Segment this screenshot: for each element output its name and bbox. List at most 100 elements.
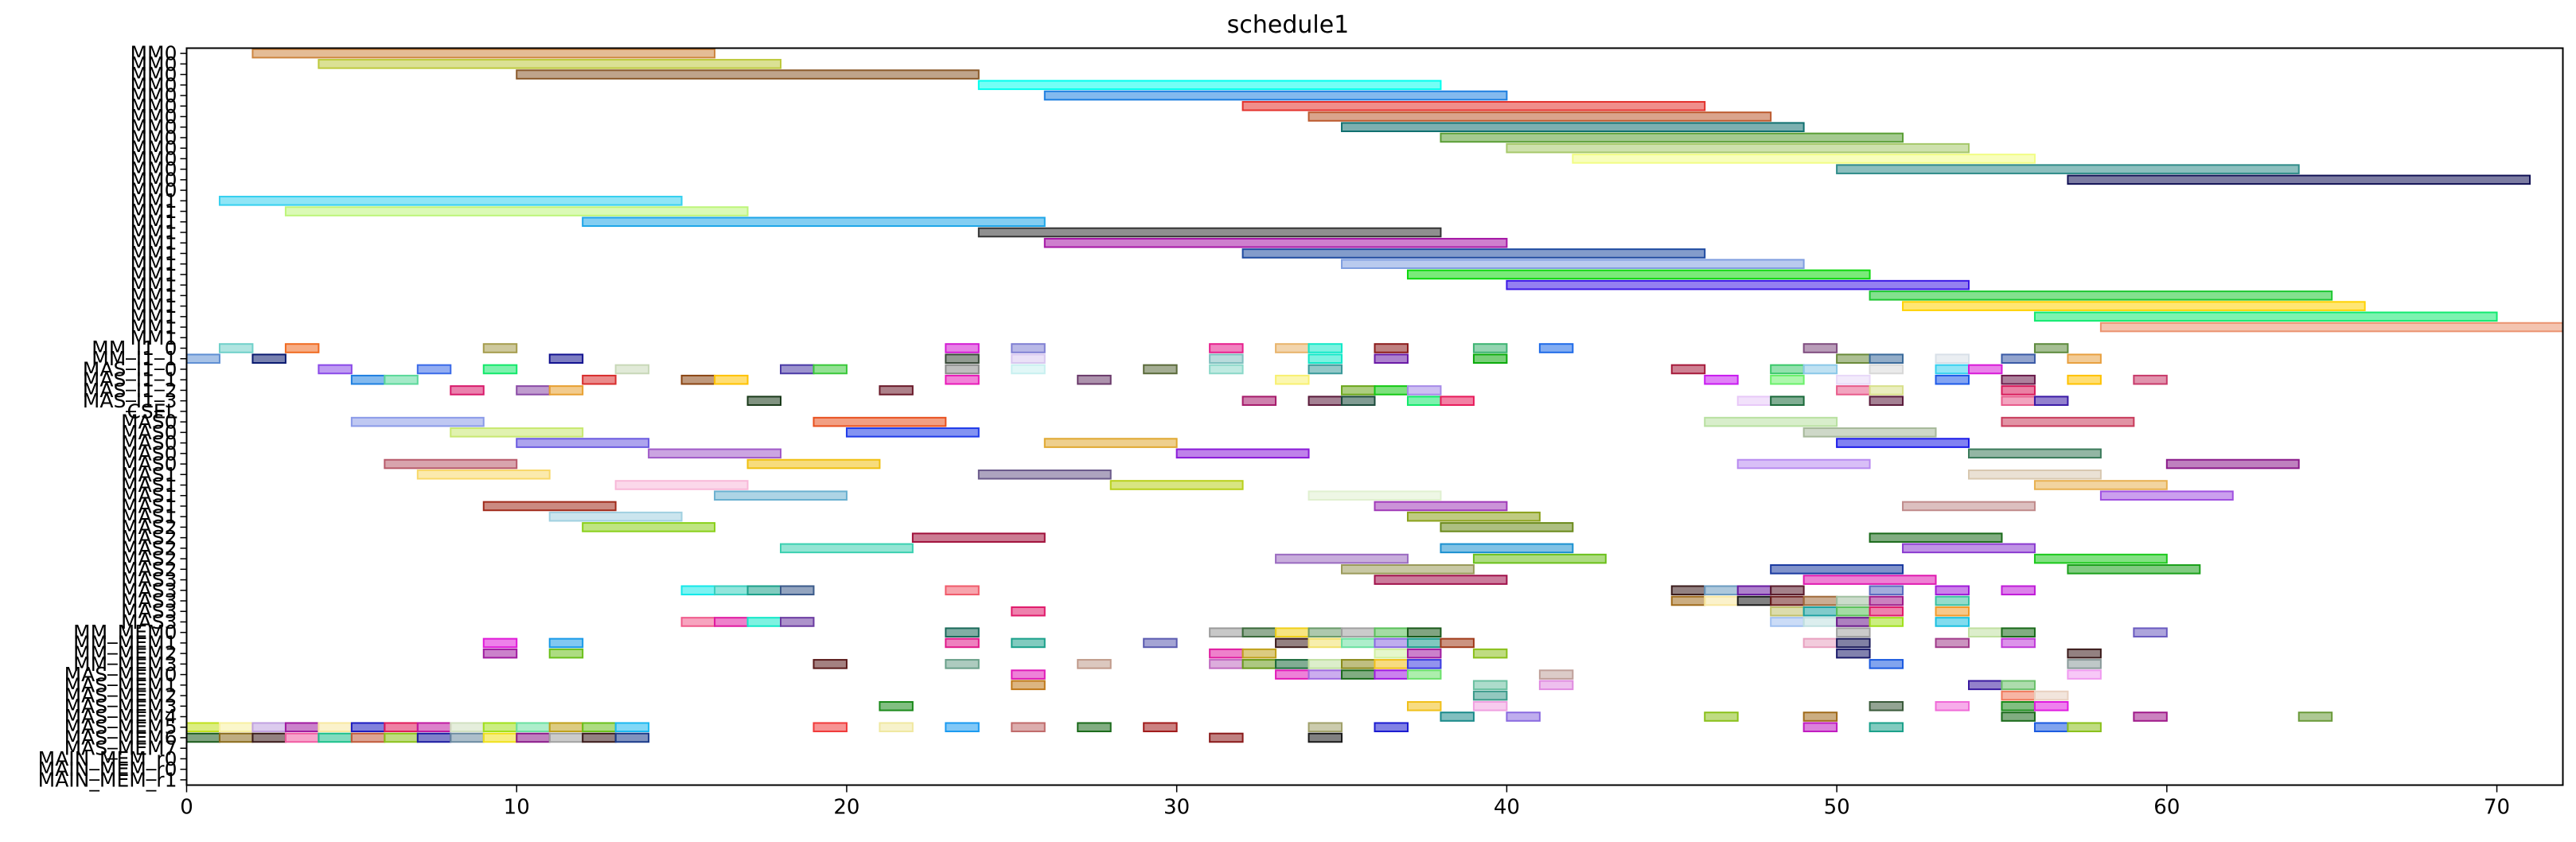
bar-79: [1770, 374, 1805, 385]
bar-189: [1241, 627, 1277, 637]
y-tick-label: MM_MEM2: [73, 642, 177, 665]
bar-300: [482, 732, 518, 743]
bar-278: [614, 722, 650, 733]
bar-14: [284, 206, 749, 216]
bar-178: [680, 617, 716, 627]
bar-109: [2001, 416, 2135, 427]
bar-179: [714, 617, 749, 627]
y-tick-label: MM1: [130, 189, 177, 212]
bar-98: [1341, 396, 1376, 406]
bar-167: [1770, 595, 1805, 606]
bar-211: [1836, 637, 1871, 649]
y-tick-label: MAS2: [121, 558, 177, 581]
bar-77: [1275, 374, 1310, 385]
bar-190: [1275, 627, 1310, 637]
y-tick-label: MM0: [130, 147, 177, 170]
bar-125: [1968, 469, 2102, 480]
y-tick-label: MAS1: [121, 474, 177, 497]
bar-208: [1406, 637, 1442, 649]
bar-64: [1670, 364, 1706, 375]
bar-256: [2001, 700, 2036, 711]
bar-243: [1011, 680, 1046, 691]
bar-285: [1307, 722, 1343, 733]
bar-177: [1935, 606, 1970, 617]
bar-245: [1538, 680, 1574, 691]
bar-171: [1935, 595, 1970, 606]
bar-263: [2133, 711, 2168, 722]
bar-174: [1802, 606, 1838, 617]
bar-276: [548, 722, 584, 733]
bar-2: [516, 69, 980, 80]
bar-233: [1869, 659, 1904, 669]
bar-218: [1374, 648, 1409, 659]
bar-296: [350, 732, 386, 743]
bar-268: [284, 722, 320, 733]
bar-304: [614, 732, 650, 743]
y-tick-label: MM_MEM0: [73, 621, 177, 644]
bar-111: [845, 427, 980, 438]
y-tick-label: MAS1: [121, 505, 177, 528]
bar-284: [1143, 722, 1178, 733]
y-tick-label: MM0: [130, 63, 177, 86]
y-tick-label: MM1: [130, 252, 177, 275]
y-tick-label: MM1: [130, 294, 177, 318]
bar-186: [1935, 617, 1970, 627]
bar-134: [1902, 501, 2036, 512]
bar-70: [350, 374, 386, 385]
y-tick-label: MM1: [130, 221, 177, 244]
bar-81: [1935, 374, 1970, 385]
bar-244: [1472, 680, 1508, 691]
y-tick-label: MAS_MEM0: [64, 663, 177, 686]
bar-130: [1307, 490, 1442, 501]
bar-274: [482, 722, 518, 733]
y-tick-label: MM0: [130, 137, 177, 160]
chart-title: schedule1: [1226, 11, 1350, 39]
bar-291: [185, 732, 220, 743]
bar-150: [1374, 575, 1508, 585]
bar-213: [2001, 637, 2036, 649]
bar-282: [1011, 722, 1046, 733]
bar-50: [1935, 353, 1970, 364]
bar-306: [1307, 732, 1343, 743]
bar-232: [1406, 659, 1442, 669]
bar-51: [2001, 353, 2036, 364]
bar-200: [548, 637, 584, 649]
bar-240: [1406, 669, 1442, 680]
bar-215: [548, 648, 584, 659]
bar-100: [1440, 396, 1475, 406]
x-tick-label: 50: [1824, 796, 1850, 820]
bar-129: [714, 490, 848, 501]
bar-61: [1143, 364, 1178, 375]
bar-225: [1077, 659, 1112, 669]
plot-frame: [185, 47, 2564, 786]
y-tick-label: MAS_I1_1: [83, 368, 177, 392]
bar-121: [1736, 458, 1871, 470]
bar-126: [614, 480, 749, 490]
y-tick-label: MM_I1_1: [92, 347, 177, 370]
bar-198: [2133, 627, 2168, 637]
y-tick-label: MAS2: [121, 516, 177, 539]
bar-227: [1241, 659, 1277, 669]
y-tick-label: MM1: [130, 242, 177, 265]
y-tick-label: MM0: [130, 179, 177, 202]
y-tick-label: MM0: [130, 42, 177, 65]
y-tick-label: MAS0: [121, 411, 177, 434]
bar-176: [1869, 606, 1904, 617]
bar-196: [1968, 627, 2003, 637]
x-tick-label: 0: [180, 796, 193, 820]
bar-277: [582, 722, 617, 733]
bar-164: [1670, 595, 1706, 606]
bar-91: [1406, 385, 1442, 396]
bar-229: [1307, 659, 1343, 669]
bar-253: [1472, 700, 1508, 711]
bar-93: [1869, 385, 1904, 396]
y-tick-label: MAS0: [121, 453, 177, 476]
y-tick-label: MAIN_MEM_r1: [38, 768, 177, 791]
y-tick-label: MAS1: [121, 494, 177, 517]
bar-48: [1836, 353, 1871, 364]
y-tick-label: MM1: [130, 274, 177, 297]
bar-297: [384, 732, 419, 743]
bar-216: [1209, 648, 1244, 659]
x-tick-label: 10: [504, 796, 530, 820]
bar-84: [2133, 374, 2168, 385]
